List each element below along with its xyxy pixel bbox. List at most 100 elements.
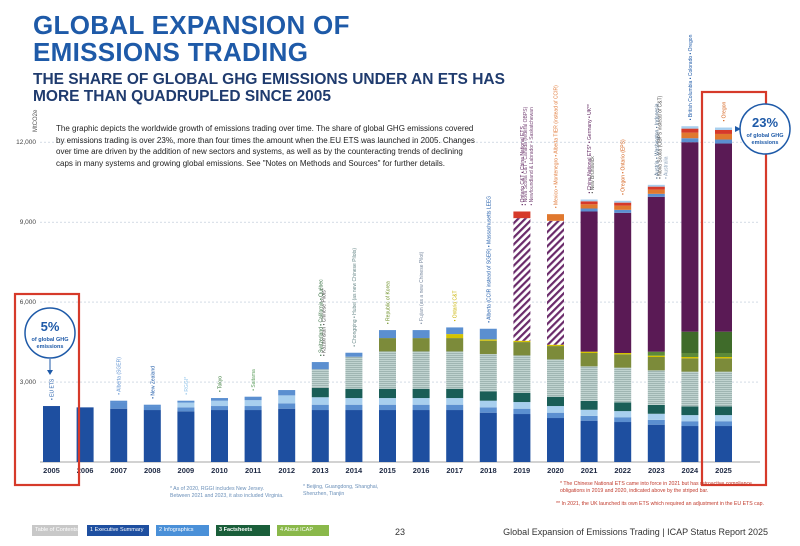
- bar-2023: [647, 184, 665, 462]
- bar-segment: [715, 371, 732, 407]
- y-tick-label: 3,000: [20, 379, 37, 386]
- bar-segment: [614, 212, 632, 354]
- end-arrow-head: [735, 126, 741, 132]
- page-subtitle: THE SHARE OF GLOBAL GHG EMISSIONS UNDER …: [33, 71, 505, 105]
- note-pilots: * Beijing, Guangdong, Shanghai, Shenzhen…: [303, 484, 378, 497]
- nav-infographics[interactable]: 2 Infographics: [156, 525, 209, 536]
- annotation-label: • Ontario C&T: [453, 290, 459, 321]
- bar-2019: [513, 211, 531, 462]
- x-tick-label: 2025: [715, 466, 732, 475]
- bar-segment: [681, 406, 699, 416]
- bar-segment: [715, 426, 732, 462]
- bar-segment: [110, 400, 128, 403]
- end-callout-text2: emissions: [752, 140, 779, 146]
- nav-table-of-contents[interactable]: Table of Contents: [32, 525, 78, 536]
- bar-segment: [681, 126, 699, 129]
- bar-segment: [647, 351, 665, 356]
- annotation-label: • Newfoundland & Labrador • Saskatchewan: [529, 107, 535, 206]
- bar-segment: [681, 415, 699, 422]
- bar-segment: [580, 415, 598, 421]
- bar-segment: [479, 400, 497, 408]
- bar-2025: [715, 127, 732, 462]
- bar-2015: [379, 330, 396, 462]
- start-arrow-head: [47, 370, 53, 375]
- bar-segment: [614, 417, 632, 423]
- bar-segment: [580, 420, 598, 462]
- annotation-label: • Nova Scotia C&T • Canada (federal OBPS…: [523, 106, 529, 205]
- nav-executive-summary[interactable]: 1 Executive Summary: [87, 525, 149, 536]
- annotation-label: • EU ETS: [50, 378, 56, 400]
- bar-segment: [143, 406, 161, 411]
- bar-segment: [379, 388, 396, 399]
- bar-segment: [647, 186, 665, 190]
- x-tick-label: 2018: [480, 466, 497, 475]
- bar-segment: [715, 415, 732, 422]
- end-highlight-box: [700, 90, 768, 487]
- annotation-label: • Oregon • Ontario (EPS): [621, 139, 627, 195]
- x-tick-label: 2013: [312, 466, 329, 475]
- start-callout-circle: [24, 307, 76, 359]
- bar-2009: [177, 400, 195, 462]
- bar-segment: [614, 402, 632, 412]
- bar-2005: [43, 406, 60, 462]
- y-tick-label: 9,000: [20, 219, 37, 226]
- x-tick-label: 2022: [614, 466, 631, 475]
- x-tick-label: 2016: [413, 466, 430, 475]
- bar-segment: [580, 353, 598, 367]
- bar-segment: [580, 204, 598, 209]
- x-tick-label: 2010: [211, 466, 228, 475]
- bar-2006: [76, 407, 94, 462]
- nav-about-icap[interactable]: 4 About ICAP: [277, 525, 329, 536]
- x-tick-label: 2019: [514, 466, 531, 475]
- bar-segment: [715, 127, 732, 130]
- bar-segment: [177, 407, 195, 412]
- bar-segment: [681, 128, 699, 133]
- annotation-label: • Nova Scotia (OBPS instead of C&T): [657, 95, 663, 179]
- x-tick-label: 2021: [581, 466, 598, 475]
- start-highlight-box: [13, 292, 81, 487]
- chart-description: The graphic depicts the worldwide growth…: [56, 124, 475, 168]
- bar-segment: [278, 390, 296, 396]
- start-callout-text1: of global GHG: [32, 337, 69, 343]
- annotation-label: • RGGI*: [184, 377, 190, 395]
- note-china-line2: obligations in 2019 and 2020, indicated …: [560, 487, 709, 494]
- annotation-label: • Tokyo: [218, 376, 224, 392]
- bar-segment: [681, 138, 699, 143]
- bar-segment: [647, 355, 665, 357]
- bar-segment: [715, 129, 732, 134]
- bar-segment: [479, 391, 497, 401]
- bar-segment: [580, 409, 598, 416]
- bar-segment: [379, 351, 396, 389]
- bar-2014: [345, 352, 363, 462]
- bar-segment: [110, 402, 128, 409]
- bar-segment: [547, 396, 564, 407]
- annotation-label: • Mexico • Montenegro • Alberta TIER (in…: [554, 85, 560, 208]
- bar-segment: [446, 338, 464, 352]
- bar-segment: [647, 189, 665, 194]
- bars-layer: [43, 126, 732, 462]
- bar-segment: [513, 340, 531, 343]
- note-uk: ** In 2021, the UK launched its own ETS …: [556, 501, 764, 507]
- subtitle-line-1: THE SHARE OF GLOBAL GHG EMISSIONS UNDER …: [33, 71, 505, 88]
- x-tick-label: 2011: [245, 466, 261, 475]
- bar-segment: [177, 400, 195, 403]
- bar-segment: [479, 412, 497, 462]
- bar-segment: [211, 406, 228, 411]
- bar-segment: [311, 404, 329, 411]
- bar-2007: [110, 400, 128, 462]
- title-line-1: GLOBAL EXPANSION OF: [33, 10, 350, 40]
- bar-segment: [379, 330, 396, 339]
- bar-segment: [513, 355, 531, 393]
- bar-segment: [715, 133, 732, 140]
- annotation-label: • Ontario C&T • China National ETS: [520, 126, 526, 206]
- nav-factsheets[interactable]: 3 Factsheets: [216, 525, 270, 536]
- bar-segment: [379, 398, 396, 405]
- annotation-label: • New Brunswick: [590, 156, 596, 194]
- note-china: * The Chinese National ETS came into for…: [560, 481, 752, 494]
- bar-segment: [715, 406, 732, 416]
- bar-segment: [614, 354, 632, 368]
- bar-segment: [311, 410, 329, 462]
- bar-segment: [647, 196, 665, 352]
- bar-segment: [715, 358, 732, 372]
- bar-segment: [345, 352, 363, 357]
